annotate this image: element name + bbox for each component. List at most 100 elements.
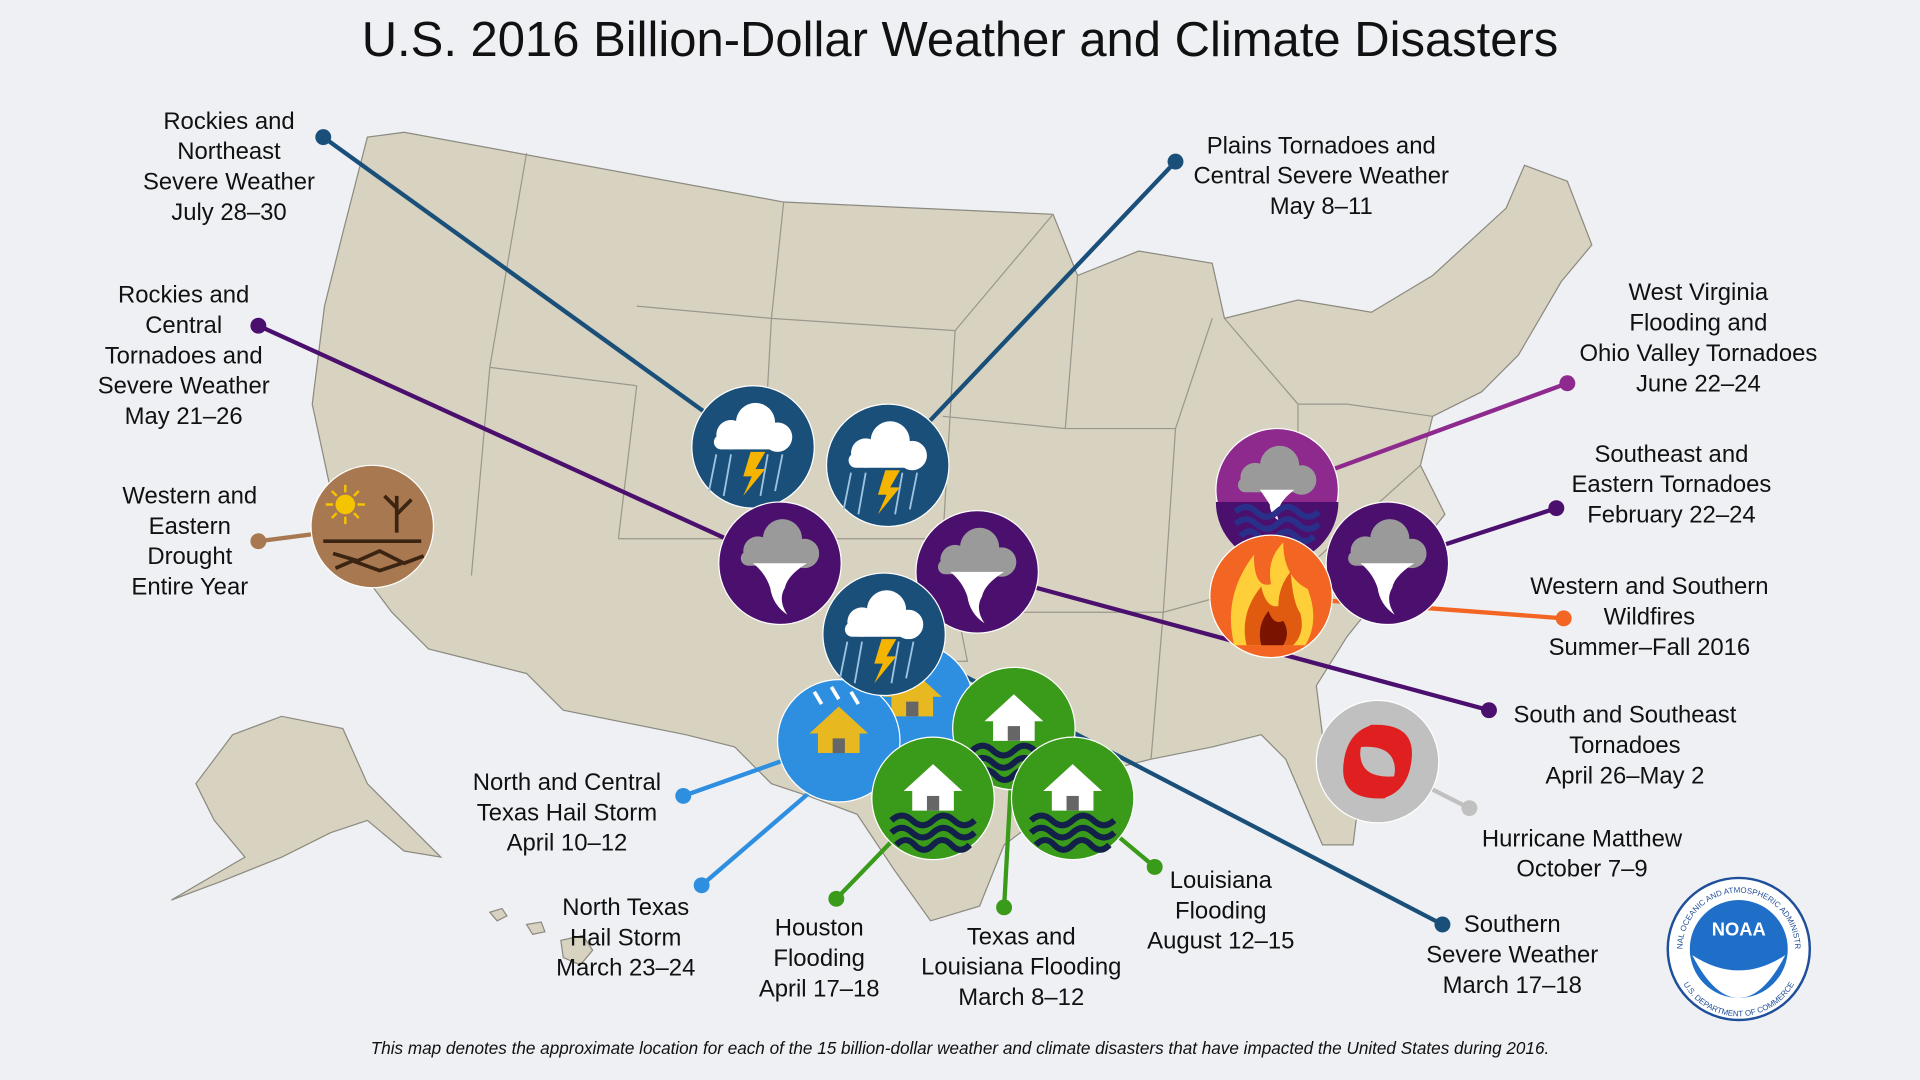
- disaster-label: May 8–11: [1270, 193, 1373, 220]
- connector-dot: [675, 787, 692, 804]
- disaster-label: Severe Weather: [143, 168, 315, 195]
- disaster-label: Drought: [147, 543, 232, 570]
- disaster-icon: [776, 678, 901, 803]
- icon-shape: [335, 494, 356, 515]
- disaster-label: Flooding and: [1629, 310, 1767, 337]
- disaster-label: April 17–18: [759, 975, 880, 1002]
- icon-shape: [1043, 764, 1103, 811]
- disaster-label: May 21–26: [125, 403, 243, 430]
- connector-dot: [693, 877, 710, 894]
- connector-dot: [1548, 500, 1565, 517]
- disaster-icon: [915, 510, 1039, 634]
- disaster-label: Ohio Valley Tornadoes: [1579, 340, 1817, 367]
- disaster-label: Western and Southern: [1530, 573, 1768, 600]
- disaster-label: North Texas: [562, 894, 689, 921]
- disaster-label: North and Central: [473, 769, 661, 796]
- icon-shape: [882, 669, 942, 717]
- icon-shape: [1244, 571, 1302, 646]
- connector-dot: [996, 899, 1013, 916]
- disaster-icon: [1010, 736, 1135, 861]
- connector-dot: [1167, 153, 1184, 170]
- connector-line: [886, 160, 1178, 467]
- disaster-icon: [871, 736, 995, 861]
- disaster-label: Texas Hail Storm: [477, 799, 657, 826]
- icon-shape: [1348, 551, 1425, 566]
- icon-shape: [812, 685, 860, 706]
- disaster-label: Rockies and: [163, 108, 294, 135]
- disaster-label: April 26–May 2: [1545, 762, 1704, 789]
- disaster-icon: [691, 385, 815, 509]
- disaster-label: Plains Tornadoes and: [1207, 132, 1436, 159]
- icon-shape: [708, 454, 784, 497]
- hawaii: [488, 907, 594, 966]
- disaster-label: Northeast: [177, 138, 281, 165]
- connector-dot: [1434, 916, 1451, 933]
- icon-shape: [950, 571, 1005, 624]
- icon-shape: [1368, 753, 1387, 771]
- disaster-label: August 12–15: [1147, 928, 1294, 955]
- icon-shape: [1237, 477, 1314, 493]
- connector-dot: [1146, 858, 1163, 875]
- disaster-label: Flooding: [773, 945, 865, 972]
- icon-shape: [874, 639, 897, 684]
- disaster-label: South and Southeast: [1513, 702, 1736, 729]
- icon-shape: [877, 470, 900, 515]
- logo-acronym: NOAA: [1712, 918, 1766, 939]
- disaster-label: Central Severe Weather: [1193, 163, 1449, 190]
- disaster-label: Wildfires: [1604, 603, 1696, 630]
- icon-shape: [1259, 611, 1287, 646]
- disaster-label: Houston: [775, 915, 864, 942]
- disaster-label: Central: [145, 312, 222, 339]
- alaska: [171, 715, 443, 901]
- disaster-label: Texas and: [967, 923, 1076, 950]
- disaster-label: June 22–24: [1636, 370, 1761, 397]
- disaster-icon: [1209, 534, 1333, 659]
- disaster-label: Rockies and: [118, 282, 249, 309]
- footnote: This map denotes the approximate locatio…: [371, 1038, 1550, 1058]
- disaster-label: April 10–12: [507, 830, 628, 857]
- icon-shape: [753, 563, 807, 615]
- icon-shape: [740, 551, 817, 566]
- icon-shape: [984, 694, 1044, 741]
- disaster-label: October 7–9: [1516, 856, 1647, 883]
- disaster-label: Louisiana: [1170, 867, 1273, 894]
- connector-line: [322, 135, 755, 449]
- logo-bird: [1692, 955, 1786, 998]
- disaster-icon: [822, 572, 946, 697]
- icon-shape: [832, 738, 845, 754]
- icon-shape: [937, 559, 1014, 575]
- disaster-label: Entire Year: [131, 574, 248, 601]
- connector-line: [257, 323, 781, 566]
- disaster-label: Tornadoes: [1569, 732, 1680, 759]
- icon-shape: [1260, 489, 1295, 522]
- disaster-label: February 22–24: [1587, 502, 1755, 529]
- disaster-label: Hurricane Matthew: [1482, 825, 1683, 852]
- icon-shape: [842, 472, 919, 515]
- icon-shape: [906, 701, 919, 717]
- icon-shape: [848, 453, 925, 468]
- connector-dot: [1555, 610, 1572, 627]
- disaster-label: West Virginia: [1629, 279, 1769, 306]
- disaster-label: Summer–Fall 2016: [1549, 634, 1751, 661]
- title: U.S. 2016 Billion-Dollar Weather and Cli…: [362, 13, 1559, 67]
- disaster-label: Eastern: [149, 513, 231, 540]
- connector-dot: [1481, 702, 1497, 719]
- icon-shape: [1007, 726, 1020, 741]
- disaster-label: Hail Storm: [570, 924, 681, 951]
- icon-shape: [844, 622, 921, 637]
- connector-dot: [1559, 375, 1576, 392]
- disaster-label: Tornadoes and: [105, 342, 263, 369]
- icon-shape: [1360, 563, 1415, 615]
- connector-dot: [250, 317, 267, 334]
- disaster-label: Southern: [1464, 911, 1561, 938]
- icon-shape: [743, 451, 766, 496]
- icon-shape: [889, 812, 977, 853]
- icon-shape: [839, 641, 915, 684]
- disaster-icon: [825, 403, 950, 528]
- connector-dot: [828, 890, 845, 907]
- disaster-label: Severe Weather: [1426, 941, 1598, 968]
- disaster-icon: [1315, 699, 1440, 824]
- connector-dot: [250, 533, 267, 550]
